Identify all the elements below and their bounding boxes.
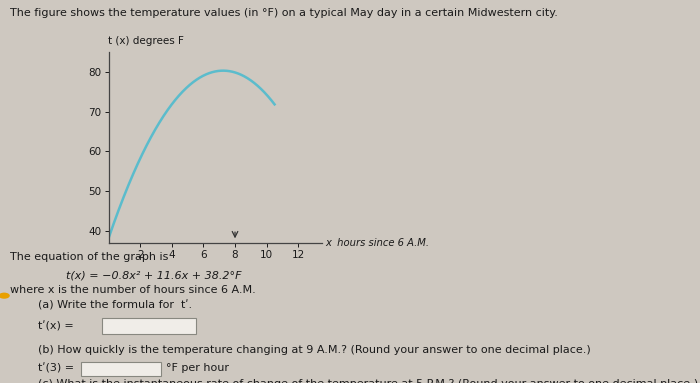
Text: t(x) = −0.8x² + 11.6x + 38.2°F: t(x) = −0.8x² + 11.6x + 38.2°F bbox=[66, 270, 242, 280]
Text: The figure shows the temperature values (in °F) on a typical May day in a certai: The figure shows the temperature values … bbox=[10, 8, 558, 18]
Text: tʹ(x) =: tʹ(x) = bbox=[38, 321, 74, 331]
Text: x  hours since 6 A.M.: x hours since 6 A.M. bbox=[326, 238, 429, 248]
Text: °F per hour: °F per hour bbox=[166, 363, 229, 373]
Text: t (x) degrees F: t (x) degrees F bbox=[108, 36, 184, 46]
Text: (a) Write the formula for  tʹ.: (a) Write the formula for tʹ. bbox=[38, 301, 193, 311]
Text: tʹ(3) =: tʹ(3) = bbox=[38, 363, 75, 373]
Text: where x is the number of hours since 6 A.M.: where x is the number of hours since 6 A… bbox=[10, 285, 256, 295]
Text: The equation of the graph is: The equation of the graph is bbox=[10, 252, 168, 262]
Text: (c) What is the instantaneous rate of change of the temperature at 5 P.M.? (Roun: (c) What is the instantaneous rate of ch… bbox=[38, 379, 699, 383]
Text: (b) How quickly is the temperature changing at 9 A.M.? (Round your answer to one: (b) How quickly is the temperature chang… bbox=[38, 345, 592, 355]
